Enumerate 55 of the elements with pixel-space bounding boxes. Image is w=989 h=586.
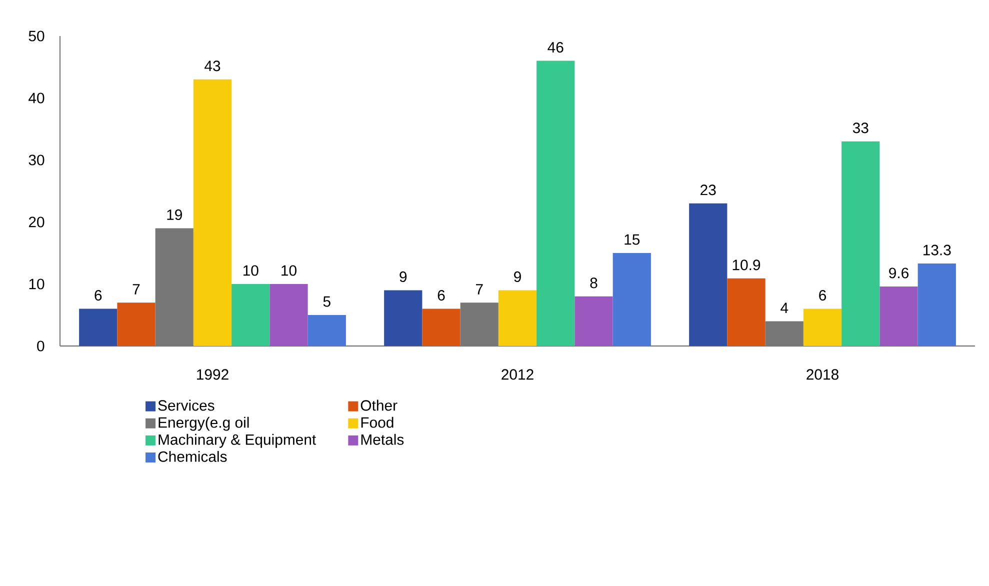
bar (727, 278, 766, 346)
legend-label: Other (360, 400, 398, 411)
data-label: 6 (819, 290, 826, 301)
bar (498, 290, 537, 346)
y-tick-label: 10 (29, 278, 44, 290)
x-tick-label: 2012 (502, 369, 534, 380)
legend-label: Metals (361, 434, 404, 445)
data-label: 5 (323, 296, 330, 307)
bar (803, 308, 842, 346)
data-label: 8 (590, 278, 598, 288)
data-label: 46 (548, 42, 564, 53)
data-label: 19 (167, 209, 182, 220)
bar (270, 284, 308, 346)
bar (918, 264, 956, 346)
legend-label: Food (361, 416, 394, 428)
bar (384, 290, 422, 346)
bar (422, 308, 460, 346)
data-label: 9 (400, 271, 407, 282)
data-label: 10 (243, 265, 258, 276)
bar (308, 315, 346, 346)
y-tick-label: 20 (28, 216, 44, 228)
bar (117, 302, 156, 346)
y-tick-label: 50 (28, 30, 44, 42)
data-label: 7 (132, 284, 140, 294)
bar (193, 79, 232, 346)
data-label: 10.9 (732, 260, 760, 270)
data-label: 23 (700, 184, 716, 196)
data-label: 10 (282, 265, 296, 276)
bar (880, 286, 918, 346)
bar (232, 284, 270, 346)
legend-label: Machinary & Equipment (158, 434, 316, 448)
legend-label: Energy(e.g oil (158, 416, 249, 431)
data-label: 15 (624, 234, 640, 245)
bar (612, 253, 651, 346)
bar (574, 296, 613, 346)
bar (79, 308, 118, 346)
data-label: 6 (438, 290, 445, 301)
x-tick-label: 1992 (197, 369, 228, 380)
bar (842, 141, 880, 346)
data-label: 6 (94, 290, 102, 301)
data-label: 43 (204, 60, 220, 72)
data-label: 33 (852, 122, 868, 134)
data-label: 9.6 (889, 268, 908, 278)
data-label: 9 (514, 271, 521, 282)
legend-label: Services (158, 400, 214, 411)
bar (536, 60, 575, 346)
y-tick-label: 0 (37, 340, 44, 352)
x-tick-label: 2018 (806, 369, 838, 380)
data-label: 13.3 (923, 244, 951, 256)
data-label: 4 (780, 302, 788, 313)
data-label: 7 (476, 284, 483, 294)
y-tick-label: 30 (28, 154, 44, 166)
y-tick-label: 40 (28, 92, 44, 104)
bar (689, 203, 728, 346)
legend-label: Chemicals (158, 450, 227, 462)
